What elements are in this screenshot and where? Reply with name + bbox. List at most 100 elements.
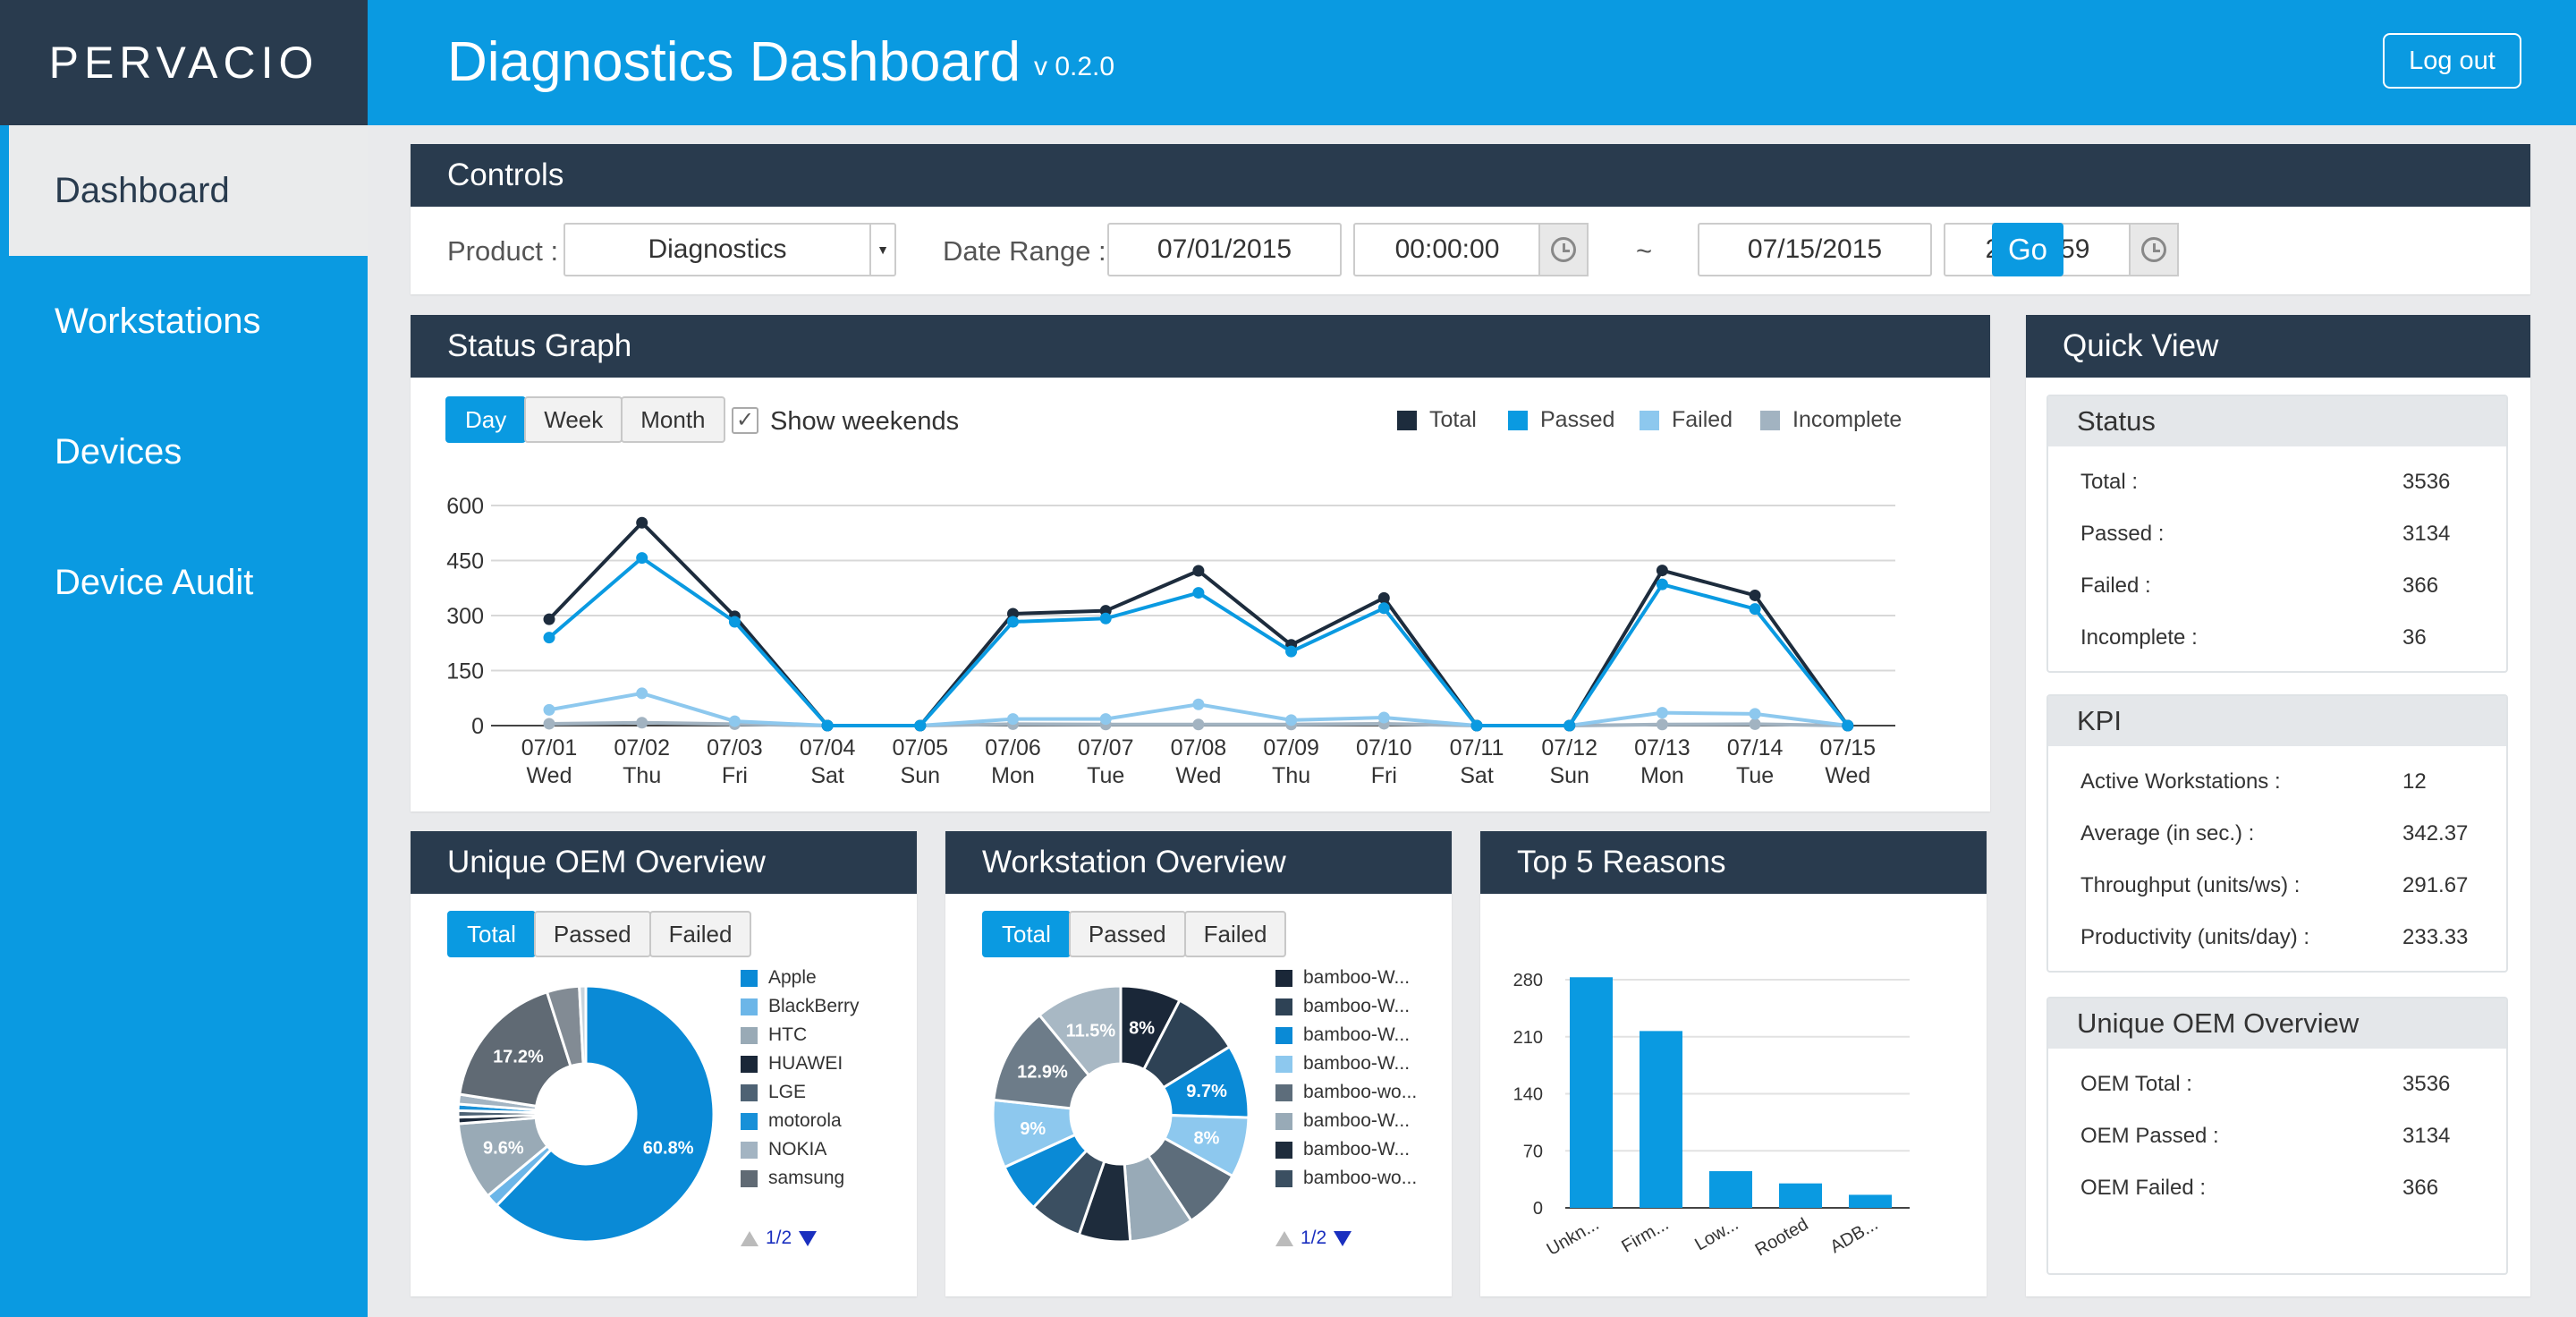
bar <box>1640 1031 1682 1208</box>
legend-label: Passed <box>1540 407 1615 432</box>
clock-icon <box>2141 237 2166 262</box>
qv-oem-card: Unique OEM Overview OEM Total : 3536 OEM… <box>2046 997 2508 1275</box>
legend-swatch <box>1275 1169 1292 1187</box>
x-tick-label: 07/14 <box>1727 735 1784 760</box>
top-reasons-title: Top 5 Reasons <box>1480 831 1987 894</box>
data-point-failed <box>1007 713 1019 726</box>
page-down-icon[interactable] <box>799 1230 818 1246</box>
legend-swatch <box>1397 410 1417 430</box>
top-reasons-panel: Top 5 Reasons <box>1480 831 1987 1296</box>
status-graph-title: Status Graph <box>411 315 1990 378</box>
period-day-button[interactable]: Day <box>445 396 527 443</box>
period-month-button[interactable]: Month <box>621 396 725 443</box>
legend-swatch <box>741 1112 758 1130</box>
oem-tab-passed[interactable]: Passed <box>533 911 651 957</box>
bar <box>1849 1194 1892 1208</box>
oem-tab-failed[interactable]: Failed <box>648 911 752 957</box>
end-time-picker-button[interactable] <box>2129 223 2179 276</box>
logout-button[interactable]: Log out <box>2383 33 2521 89</box>
legend-item[interactable]: HTC <box>741 1021 860 1049</box>
oem-tab-total[interactable]: Total <box>447 911 536 957</box>
slice-label: 9.6% <box>483 1138 524 1158</box>
legend-item[interactable]: bamboo-W... <box>1275 992 1417 1021</box>
data-point-failed <box>728 715 741 727</box>
bar <box>1709 1171 1752 1208</box>
dropdown-caret-icon: ▼ <box>869 225 894 275</box>
legend-label: Failed <box>1672 407 1733 432</box>
start-date-input[interactable]: 07/01/2015 <box>1107 223 1342 276</box>
data-point-failed <box>1192 698 1205 710</box>
qv-throughput-label: Throughput (units/ws) : <box>2080 873 2301 897</box>
qv-average-value: 342.37 <box>2402 821 2469 845</box>
y-tick-label: 600 <box>446 494 484 519</box>
x-tick-label: 07/06 <box>985 735 1041 760</box>
page-up-icon[interactable] <box>1275 1230 1293 1246</box>
logo-text: PERVACIO <box>48 38 319 88</box>
workstation-tab-passed[interactable]: Passed <box>1068 911 1186 957</box>
legend-item[interactable]: HUAWEI <box>741 1049 860 1078</box>
slice-label: 11.5% <box>1066 1021 1116 1041</box>
page-up-icon[interactable] <box>741 1230 758 1246</box>
legend-item[interactable]: LGE <box>741 1078 860 1107</box>
go-button[interactable]: Go <box>1992 223 2063 276</box>
legend-item[interactable]: bamboo-wo... <box>1275 1078 1417 1107</box>
qv-incomplete-value: 36 <box>2402 625 2427 650</box>
period-week-button[interactable]: Week <box>524 396 623 443</box>
x-tick-label: 07/11 <box>1450 735 1504 760</box>
qv-kpi-title: KPI <box>2048 696 2506 746</box>
x-tick-label: Rooted <box>1752 1214 1812 1260</box>
unique-oem-title: Unique OEM Overview <box>411 831 917 894</box>
y-tick-label: 150 <box>446 659 484 684</box>
workstation-tab-total[interactable]: Total <box>982 911 1071 957</box>
start-time-input[interactable]: 00:00:00 <box>1353 223 1541 276</box>
legend-item[interactable]: samsung <box>741 1164 860 1193</box>
x-tick-weekday: Fri <box>1371 763 1397 788</box>
data-point-total <box>636 516 648 529</box>
legend-label: BlackBerry <box>768 996 860 1016</box>
legend-label: Incomplete <box>1792 407 1902 432</box>
end-date-input[interactable]: 07/15/2015 <box>1698 223 1932 276</box>
x-tick-label: 07/05 <box>893 735 949 760</box>
legend-item[interactable]: Apple <box>741 964 860 992</box>
x-tick-label: 07/08 <box>1171 735 1227 760</box>
legend-swatch <box>741 1141 758 1159</box>
legend-item[interactable]: BlackBerry <box>741 992 860 1021</box>
sidebar-item-device-audit[interactable]: Device Audit <box>55 562 254 602</box>
sidebar-item-dashboard[interactable]: Dashboard <box>0 125 368 256</box>
qv-total-label: Total : <box>2080 470 2139 494</box>
product-select[interactable]: Diagnostics ▼ <box>564 223 896 276</box>
legend-item[interactable]: NOKIA <box>741 1135 860 1164</box>
sidebar-item-devices[interactable]: Devices <box>55 431 182 472</box>
top-bar: Diagnostics Dashboard v 0.2.0 Log out <box>368 0 2576 125</box>
x-tick-weekday: Thu <box>1272 763 1310 788</box>
workstation-tab-failed[interactable]: Failed <box>1183 911 1287 957</box>
slice-label: 9% <box>1020 1119 1046 1139</box>
x-tick-weekday: Wed <box>527 763 572 788</box>
data-point-passed <box>543 632 555 644</box>
pervacio-logo[interactable]: PERVACIO <box>0 0 368 125</box>
legend-item[interactable]: bamboo-W... <box>1275 1107 1417 1135</box>
legend-item[interactable]: bamboo-W... <box>1275 1021 1417 1049</box>
qv-failed-value: 366 <box>2402 574 2439 598</box>
legend-item[interactable]: motorola <box>741 1107 860 1135</box>
show-weekends-checkbox[interactable]: ✓ <box>732 407 758 434</box>
legend-item[interactable]: bamboo-W... <box>1275 1135 1417 1164</box>
page-down-icon[interactable] <box>1334 1230 1352 1246</box>
x-tick-weekday: Wed <box>1175 763 1221 788</box>
legend-swatch <box>741 1169 758 1187</box>
sidebar-item-workstations[interactable]: Workstations <box>55 301 261 341</box>
x-tick-weekday: Fri <box>722 763 748 788</box>
data-point-passed <box>1285 645 1298 658</box>
start-time-picker-button[interactable] <box>1538 223 1589 276</box>
data-point-incomplete <box>636 717 648 729</box>
legend-item[interactable]: bamboo-W... <box>1275 964 1417 992</box>
workstation-legend-pager: 1/2 <box>1275 1228 1352 1249</box>
data-point-failed <box>1656 707 1668 719</box>
legend-item[interactable]: bamboo-wo... <box>1275 1164 1417 1193</box>
data-point-passed <box>821 719 834 732</box>
x-tick-weekday: Mon <box>1640 763 1684 788</box>
qv-productivity-value: 233.33 <box>2402 925 2469 949</box>
legend-item[interactable]: bamboo-W... <box>1275 1049 1417 1078</box>
qv-oem-title: Unique OEM Overview <box>2048 998 2506 1049</box>
x-tick-label: 07/07 <box>1078 735 1134 760</box>
